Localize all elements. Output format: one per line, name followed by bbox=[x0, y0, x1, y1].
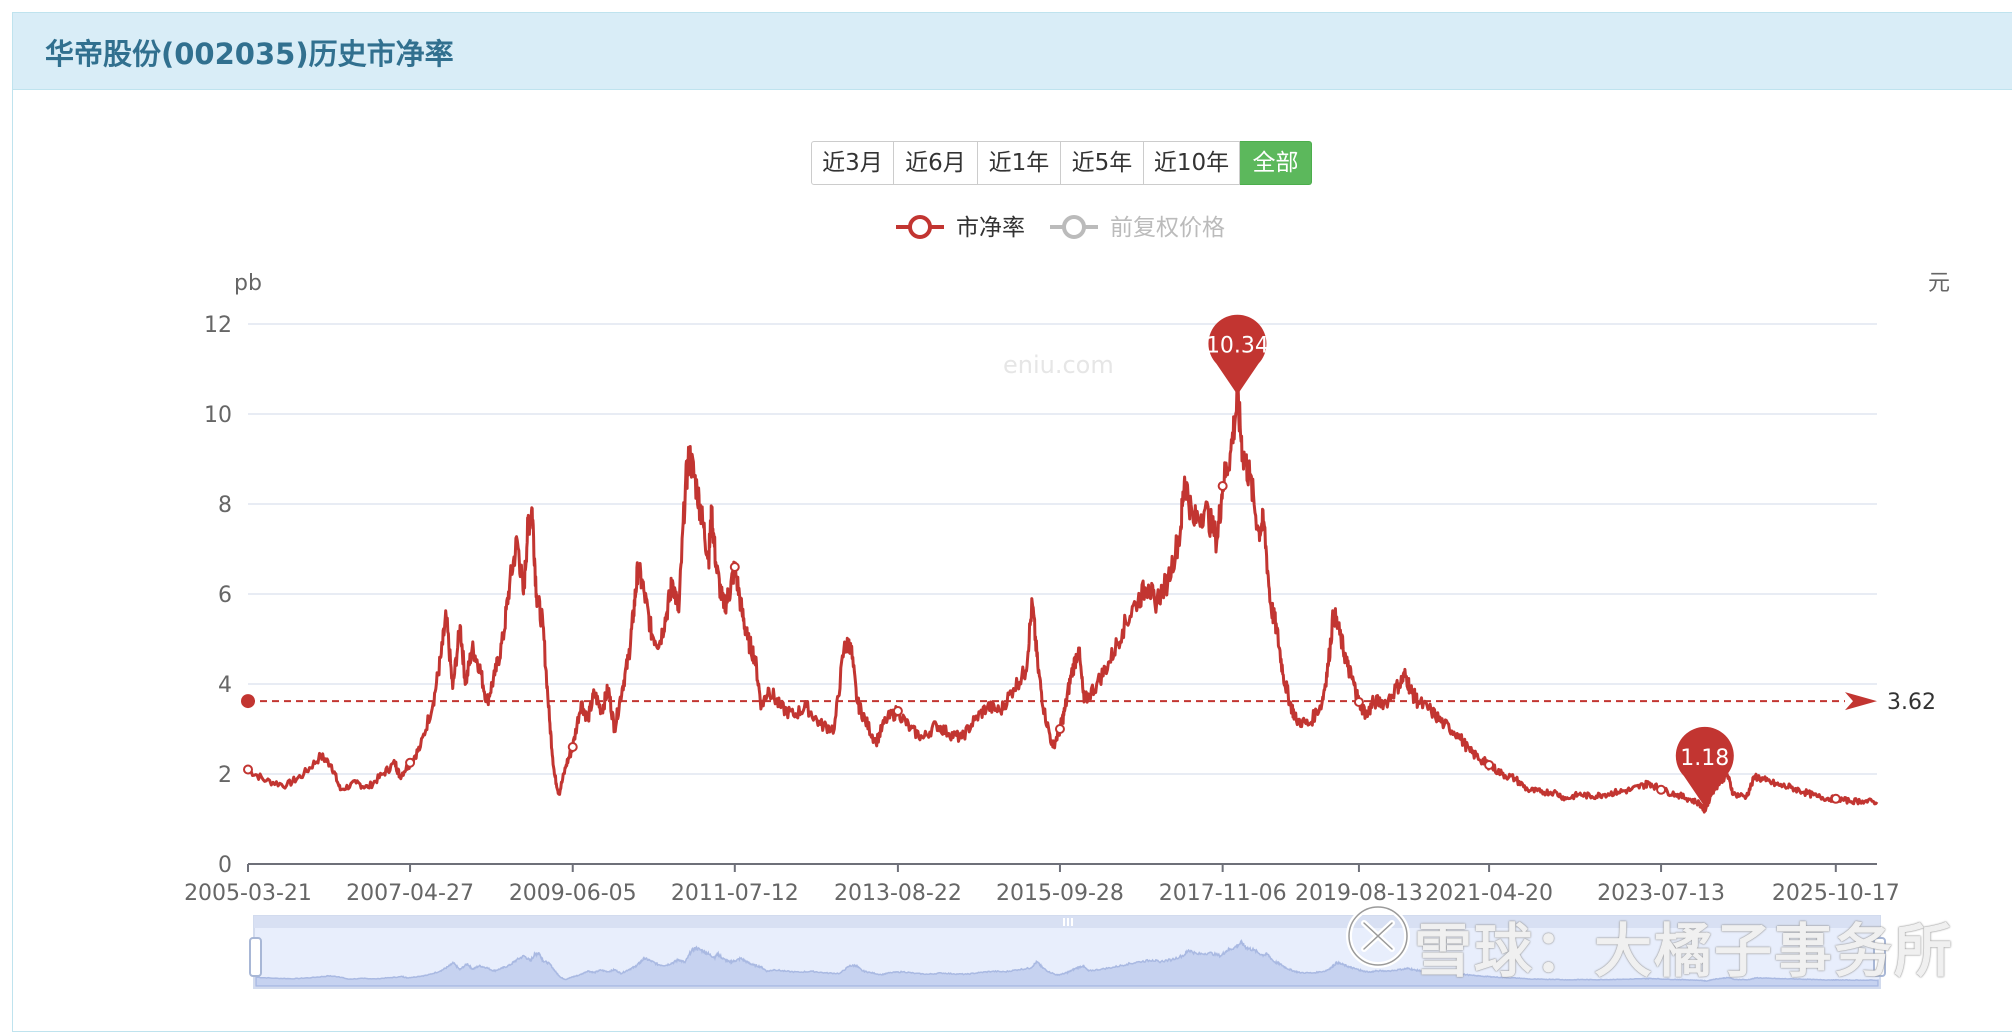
zoom-grip-icon[interactable] bbox=[1063, 918, 1073, 926]
legend-item-pb[interactable]: 市净率 bbox=[896, 215, 1025, 241]
site-watermark: eniu.com bbox=[1003, 351, 1114, 379]
pb-point bbox=[729, 562, 740, 572]
x-tick-label: 2005-03-21 bbox=[184, 881, 312, 906]
y-gridlines bbox=[248, 323, 1877, 775]
legend-pb-symbol bbox=[908, 215, 932, 239]
pb-series bbox=[243, 381, 1879, 814]
x-tick-label: 2017-11-06 bbox=[1159, 881, 1287, 906]
y-tick-label: 8 bbox=[218, 493, 232, 518]
pb-point bbox=[1217, 481, 1228, 491]
xueqiu-logo-icon bbox=[1346, 904, 1410, 968]
pb-point bbox=[567, 742, 578, 752]
range-button-5y[interactable]: 近5年 bbox=[1061, 141, 1144, 185]
range-button-10y[interactable]: 近10年 bbox=[1144, 141, 1240, 185]
pb-point bbox=[243, 764, 253, 775]
range-button-6m[interactable]: 近6月 bbox=[894, 141, 978, 185]
x-axis: 2005-03-21 2007-04-27 2009-06-05 2011-07-12… bbox=[184, 863, 1900, 906]
zoom-handle-right[interactable] bbox=[1873, 937, 1886, 977]
panel-header: 华帝股份(002035)历史市净率 bbox=[13, 13, 2012, 90]
x-tick-label: 2011-07-12 bbox=[671, 881, 799, 906]
legend-pb-label: 市净率 bbox=[956, 215, 1025, 241]
pb-point bbox=[1353, 697, 1364, 707]
xueqiu-watermark: 雪球：大橘子事务所 bbox=[1413, 917, 1954, 985]
legend: 市净率 前复权价格 bbox=[896, 215, 1225, 241]
x-tick-label: 2025-10-17 bbox=[1772, 881, 1900, 906]
x-tick-label: 2015-09-28 bbox=[996, 881, 1124, 906]
max-marker-pin bbox=[1208, 314, 1267, 395]
pb-point bbox=[405, 757, 416, 768]
legend-item-price[interactable]: 前复权价格 bbox=[1050, 215, 1225, 241]
min-marker-label: 1.18 bbox=[1680, 746, 1729, 771]
left-axis-unit: pb bbox=[234, 271, 262, 296]
legend-price-label: 前复权价格 bbox=[1110, 215, 1225, 241]
panel-title: 华帝股份(002035)历史市净率 bbox=[45, 37, 454, 71]
pb-point bbox=[892, 706, 903, 716]
pb-chart: 市净率 前复权价格 pb 元 eniu.com 0 2 4 6 8 10 12 2005-0… bbox=[184, 215, 1950, 989]
x-tick-label: 2007-04-27 bbox=[346, 881, 474, 906]
x-tick-label: 2009-06-05 bbox=[509, 881, 637, 906]
y-tick-label: 0 bbox=[218, 853, 232, 878]
zoom-handle-left[interactable] bbox=[249, 937, 262, 977]
range-button-1y[interactable]: 近1年 bbox=[978, 141, 1061, 185]
y-tick-label: 10 bbox=[204, 403, 232, 428]
max-marker-label: 10.34 bbox=[1206, 334, 1269, 359]
min-marker-pin bbox=[1675, 726, 1734, 807]
average-label: 3.62 bbox=[1887, 690, 1936, 715]
range-button-3m[interactable]: 近3月 bbox=[811, 141, 894, 185]
y-tick-label: 2 bbox=[218, 763, 232, 788]
y-tick-label: 6 bbox=[218, 583, 232, 608]
pb-line bbox=[247, 381, 1879, 814]
right-axis-unit: 元 bbox=[1928, 271, 1950, 296]
pb-point bbox=[1656, 784, 1667, 795]
pb-history-panel: 华帝股份(002035)历史市净率 bbox=[12, 12, 2012, 1032]
x-tick-label: 2021-04-20 bbox=[1425, 881, 1553, 906]
x-tick-label: 2019-08-13 bbox=[1295, 881, 1423, 906]
pb-point bbox=[1054, 724, 1065, 734]
range-button-all[interactable]: 全部 bbox=[1240, 141, 1312, 185]
x-tick-label: 2013-08-22 bbox=[834, 881, 962, 906]
pb-point bbox=[1484, 760, 1495, 770]
y-tick-label: 4 bbox=[218, 673, 232, 698]
zoom-overview-area bbox=[255, 938, 1879, 987]
average-start-point bbox=[241, 694, 255, 709]
pb-point bbox=[1830, 793, 1841, 804]
legend-price-symbol bbox=[1062, 215, 1086, 239]
data-zoom-slider[interactable] bbox=[249, 915, 1886, 989]
time-range-selector: 近3月 近6月 近1年 近5年 近10年 全部 bbox=[811, 141, 1312, 185]
average-arrow bbox=[1845, 692, 1877, 711]
x-tick-label: 2023-07-13 bbox=[1597, 881, 1725, 906]
y-tick-label: 12 bbox=[204, 313, 232, 338]
y-axis-ticks: 0 2 4 6 8 10 12 bbox=[204, 313, 232, 878]
average-line: 3.62 bbox=[241, 690, 1936, 715]
markers: 10.34 1.18 bbox=[1206, 314, 1734, 807]
